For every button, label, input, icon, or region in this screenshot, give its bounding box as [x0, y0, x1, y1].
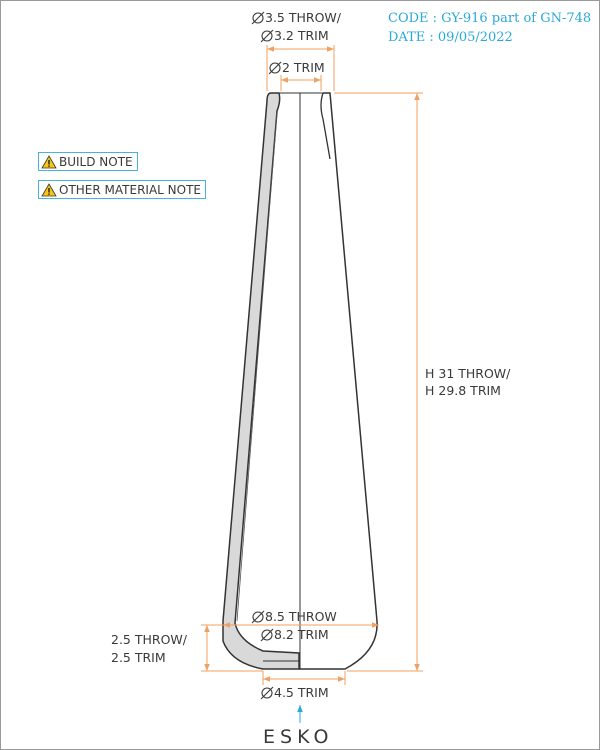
dim-height-line1: H 31 THROW/ — [425, 366, 511, 381]
note-other-material-label: OTHER MATERIAL NOTE — [59, 183, 201, 197]
dim-top-outer-line1: 3.5 THROW/ — [265, 10, 342, 25]
bottle-right-profile — [299, 93, 377, 669]
bottle-rim-right — [321, 93, 330, 159]
bottle-left-wall — [223, 93, 299, 669]
dim-base-line1: 2.5 THROW/ — [111, 632, 188, 647]
diameter-icon — [261, 629, 273, 641]
dim-height-line2: H 29.8 TRIM — [425, 383, 501, 398]
dim-top-inner: 2 TRIM — [282, 60, 325, 75]
dim-bottom-outer-line2: 8.2 TRIM — [274, 627, 329, 642]
dim-base-line2: 2.5 TRIM — [111, 650, 166, 665]
note-build-label: BUILD NOTE — [59, 155, 133, 169]
dim-bottom-outer-line1: 8.5 THROW — [265, 609, 337, 624]
dim-bottom-inner: 4.5 TRIM — [274, 685, 329, 700]
diameter-icon — [261, 30, 273, 42]
diameter-icon — [252, 12, 264, 24]
note-build[interactable]: BUILD NOTE — [38, 152, 138, 171]
header-date: DATE : 09/05/2022 — [388, 30, 513, 45]
diameter-icon — [252, 611, 264, 623]
note-other-material[interactable]: OTHER MATERIAL NOTE — [38, 180, 206, 199]
diameter-icon — [269, 62, 281, 74]
warning-icon — [41, 183, 57, 197]
bottle-inner-contour — [237, 113, 277, 621]
header-code: CODE : GY-916 part of GN-748 — [388, 11, 591, 26]
dim-top-outer-line2: 3.2 TRIM — [274, 28, 329, 43]
bottle-profile — [223, 93, 377, 669]
diameter-icon — [261, 687, 273, 699]
brand-logo: ESKO — [263, 726, 333, 748]
warning-icon — [41, 155, 57, 169]
